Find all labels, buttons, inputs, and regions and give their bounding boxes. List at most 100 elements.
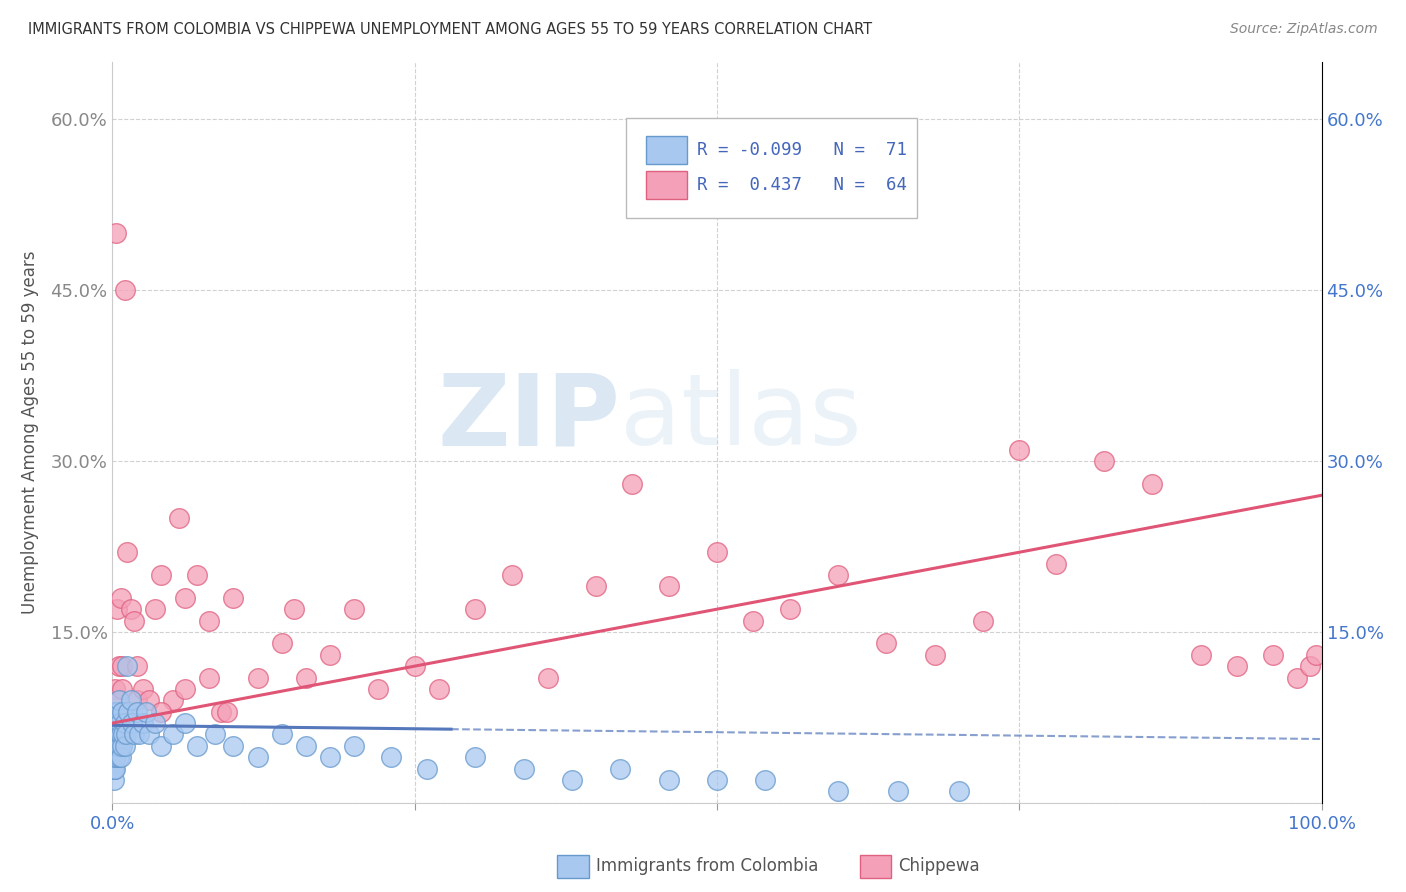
Y-axis label: Unemployment Among Ages 55 to 59 years: Unemployment Among Ages 55 to 59 years (21, 251, 39, 615)
Point (561, 772, 583, 787)
Point (105, 750, 128, 764)
Point (105, 705, 128, 719)
Point (111, 739, 134, 753)
Point (222, 739, 245, 753)
Point (319, 648, 342, 662)
Point (658, 772, 681, 787)
Point (1226, 659, 1249, 673)
Point (114, 283, 136, 297)
Point (103, 762, 125, 776)
Point (125, 693, 148, 707)
Point (827, 568, 849, 582)
Point (343, 739, 366, 753)
Point (149, 739, 172, 753)
Point (114, 739, 136, 753)
Point (105, 739, 128, 753)
Point (105, 727, 128, 741)
Point (1305, 648, 1327, 662)
Point (114, 727, 136, 741)
Point (246, 671, 269, 685)
Point (658, 579, 681, 593)
Point (380, 750, 402, 764)
FancyBboxPatch shape (626, 118, 917, 218)
Point (1263, 648, 1285, 662)
Point (105, 602, 128, 616)
Point (105, 705, 128, 719)
Point (103, 705, 125, 719)
Text: R =  0.437   N =  64: R = 0.437 N = 64 (696, 176, 907, 194)
Point (609, 762, 631, 776)
Point (110, 750, 132, 764)
Point (367, 681, 389, 696)
Point (112, 727, 135, 741)
Point (246, 750, 269, 764)
Point (138, 727, 160, 741)
Point (110, 727, 132, 741)
Point (107, 659, 129, 673)
Point (103, 739, 125, 753)
Point (204, 727, 226, 741)
Point (105, 716, 128, 731)
Point (110, 591, 132, 605)
Point (104, 739, 127, 753)
Point (122, 727, 145, 741)
Point (174, 591, 197, 605)
Text: Chippewa: Chippewa (898, 856, 980, 875)
Point (1008, 442, 1031, 457)
Point (103, 762, 125, 776)
Point (107, 693, 129, 707)
Point (501, 568, 523, 582)
Point (103, 716, 125, 731)
Point (512, 762, 534, 776)
Point (117, 705, 139, 719)
Point (464, 750, 486, 764)
Point (108, 716, 131, 731)
Point (143, 602, 166, 616)
Point (1189, 648, 1212, 662)
FancyBboxPatch shape (557, 855, 589, 879)
Point (111, 681, 134, 696)
Point (972, 614, 994, 628)
Point (115, 545, 138, 559)
Point (104, 705, 127, 719)
Text: IMMIGRANTS FROM COLOMBIA VS CHIPPEWA UNEMPLOYMENT AMONG AGES 55 TO 59 YEARS CORR: IMMIGRANTS FROM COLOMBIA VS CHIPPEWA UNE… (28, 22, 872, 37)
Point (464, 602, 486, 616)
Point (103, 772, 125, 787)
Point (105, 716, 128, 731)
Point (621, 476, 644, 491)
Point (104, 739, 127, 753)
Point (283, 602, 305, 616)
Point (132, 681, 155, 696)
Point (270, 727, 292, 741)
Point (779, 602, 801, 616)
Point (114, 716, 136, 731)
Point (125, 705, 148, 719)
Point (143, 716, 166, 731)
Point (120, 602, 142, 616)
FancyBboxPatch shape (645, 171, 686, 199)
Point (108, 739, 131, 753)
Text: atlas: atlas (620, 369, 862, 467)
Point (104, 750, 127, 764)
Point (122, 614, 145, 628)
Point (222, 591, 245, 605)
Point (105, 227, 128, 241)
Point (107, 727, 129, 741)
Point (319, 750, 342, 764)
Point (132, 716, 155, 731)
Point (121, 716, 143, 731)
Point (537, 671, 560, 685)
Point (138, 693, 160, 707)
Text: Source: ZipAtlas.com: Source: ZipAtlas.com (1230, 22, 1378, 37)
Point (1092, 454, 1115, 468)
Text: ZIP: ZIP (437, 369, 620, 467)
Point (104, 762, 127, 776)
Point (104, 727, 127, 741)
Point (125, 659, 148, 673)
FancyBboxPatch shape (645, 136, 686, 164)
Point (149, 568, 172, 582)
Point (198, 671, 221, 685)
Point (107, 750, 129, 764)
Point (128, 727, 150, 741)
FancyBboxPatch shape (859, 855, 891, 879)
